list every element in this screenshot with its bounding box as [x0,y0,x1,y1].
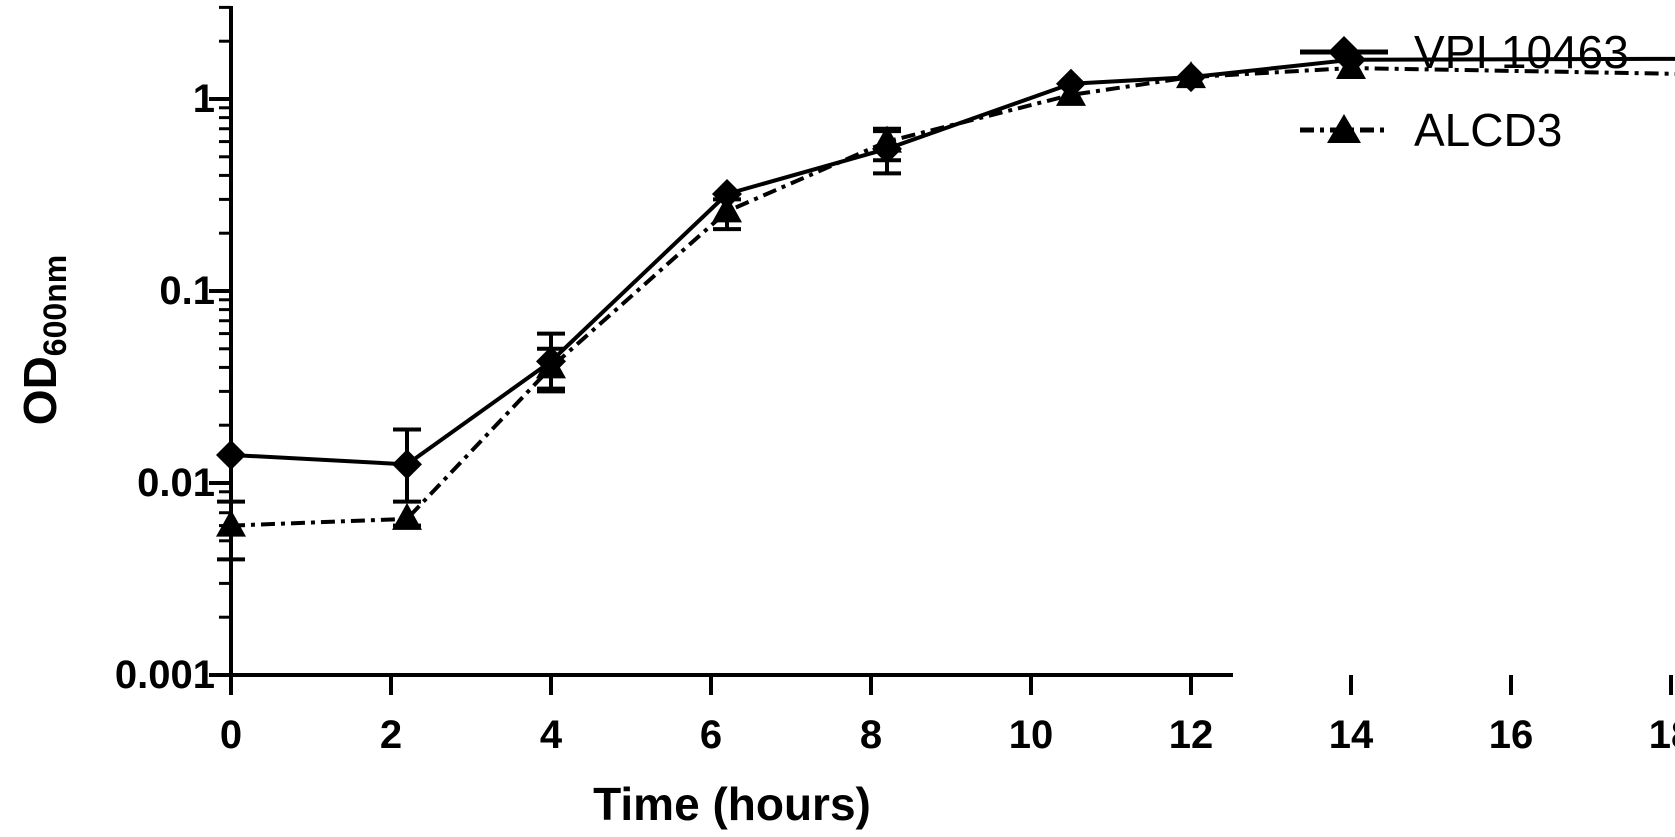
y-tick-labels: 0.001 0.01 0.1 1 [115,77,215,697]
x-tick-label: 16 [1489,713,1534,757]
legend-label-alcd3: ALCD3 [1414,104,1562,156]
series-line-alcd3 [230,66,1675,528]
y-tick-label: 0.1 [159,269,215,313]
legend-label-vpi: VPI 10463 [1414,26,1629,78]
y-major-ticks [209,97,231,677]
y-tick-label: 1 [193,77,215,121]
series-layer [216,44,1675,562]
data-point-alcd3 [392,502,422,530]
legend-marker-vpi [1328,36,1360,68]
series-alcd3 [216,52,1675,562]
x-axis-title: Time (hours) [593,778,871,830]
data-point-vpi [712,179,742,210]
x-tick-label: 14 [1329,713,1374,757]
legend-marker-alcd3 [1327,114,1361,143]
data-point-alcd3 [536,351,566,379]
x-ticks [229,675,1673,695]
y-axis-title-subscript: 600nm [37,255,73,356]
data-point-alcd3 [1336,52,1366,80]
legend-item-vpi: VPI 10463 [1300,26,1629,78]
legend: VPI 10463 ALCD3 [1300,26,1629,156]
data-point-alcd3 [1056,78,1086,106]
x-tick-label: 18 [1649,713,1675,757]
x-tick-labels: 024681012141618202224 [220,713,1675,757]
x-tick-label: 12 [1169,713,1214,757]
legend-item-alcd3: ALCD3 [1300,104,1562,156]
y-tick-label: 0.01 [137,461,215,505]
x-tick-label: 10 [1009,713,1054,757]
y-tick-label: 0.001 [115,653,215,697]
x-tick-label: 2 [380,713,402,757]
data-point-vpi [216,439,246,470]
x-tick-label: 4 [540,713,563,757]
x-tick-label: 8 [860,713,882,757]
y-axis-title: OD600nm [14,255,73,425]
x-tick-label: 6 [700,713,722,757]
data-point-alcd3 [1176,61,1206,89]
data-point-alcd3 [216,509,246,537]
data-point-vpi [392,449,422,480]
data-point-alcd3 [712,195,742,223]
x-tick-label: 0 [220,713,242,757]
y-axis-title-main: OD [14,356,66,425]
data-point-alcd3 [872,125,902,153]
